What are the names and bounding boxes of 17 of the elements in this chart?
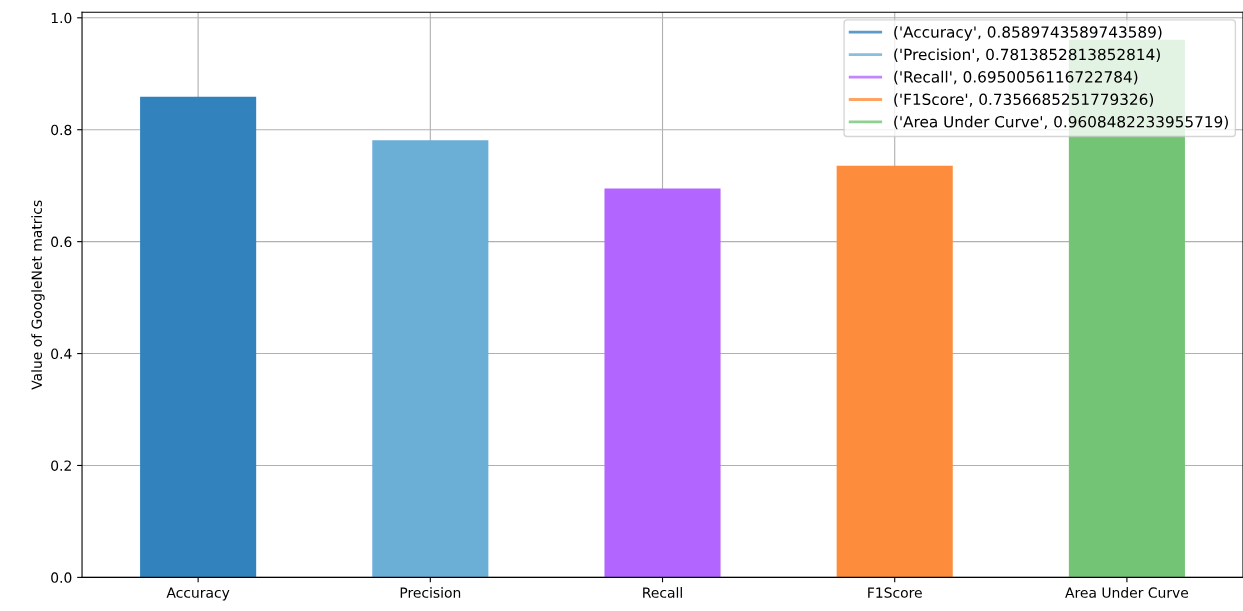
y-tick-label: 0.4 xyxy=(51,348,72,360)
x-tick-label: Recall xyxy=(643,587,682,598)
y-tick-label: 0.0 xyxy=(51,572,72,583)
y-tick-label: 0.8 xyxy=(51,124,72,136)
legend-label: ('F1Score', 0.7356685251779326) xyxy=(894,93,1154,107)
x-tick-label: Precision xyxy=(400,587,461,598)
y-tick-label: 0.6 xyxy=(51,236,72,248)
legend-label: ('Accuracy', 0.8589743589743589) xyxy=(894,25,1162,41)
legend-label: ('Recall', 0.6950056116722784) xyxy=(894,70,1138,85)
x-tick-label: F1Score xyxy=(868,587,922,598)
x-tick-label: Area Under Curve xyxy=(1065,587,1189,598)
y-tick-label: 1.0 xyxy=(51,12,72,24)
legend-label: ('Area Under Curve', 0.9608482233955719) xyxy=(894,115,1228,130)
y-axis-title: Value of GoogleNet matrics xyxy=(31,200,45,390)
x-tick-label: Accuracy xyxy=(166,587,230,601)
legend-label: ('Precision', 0.7813852813852814) xyxy=(894,48,1160,63)
y-tick-label: 0.2 xyxy=(51,460,71,471)
